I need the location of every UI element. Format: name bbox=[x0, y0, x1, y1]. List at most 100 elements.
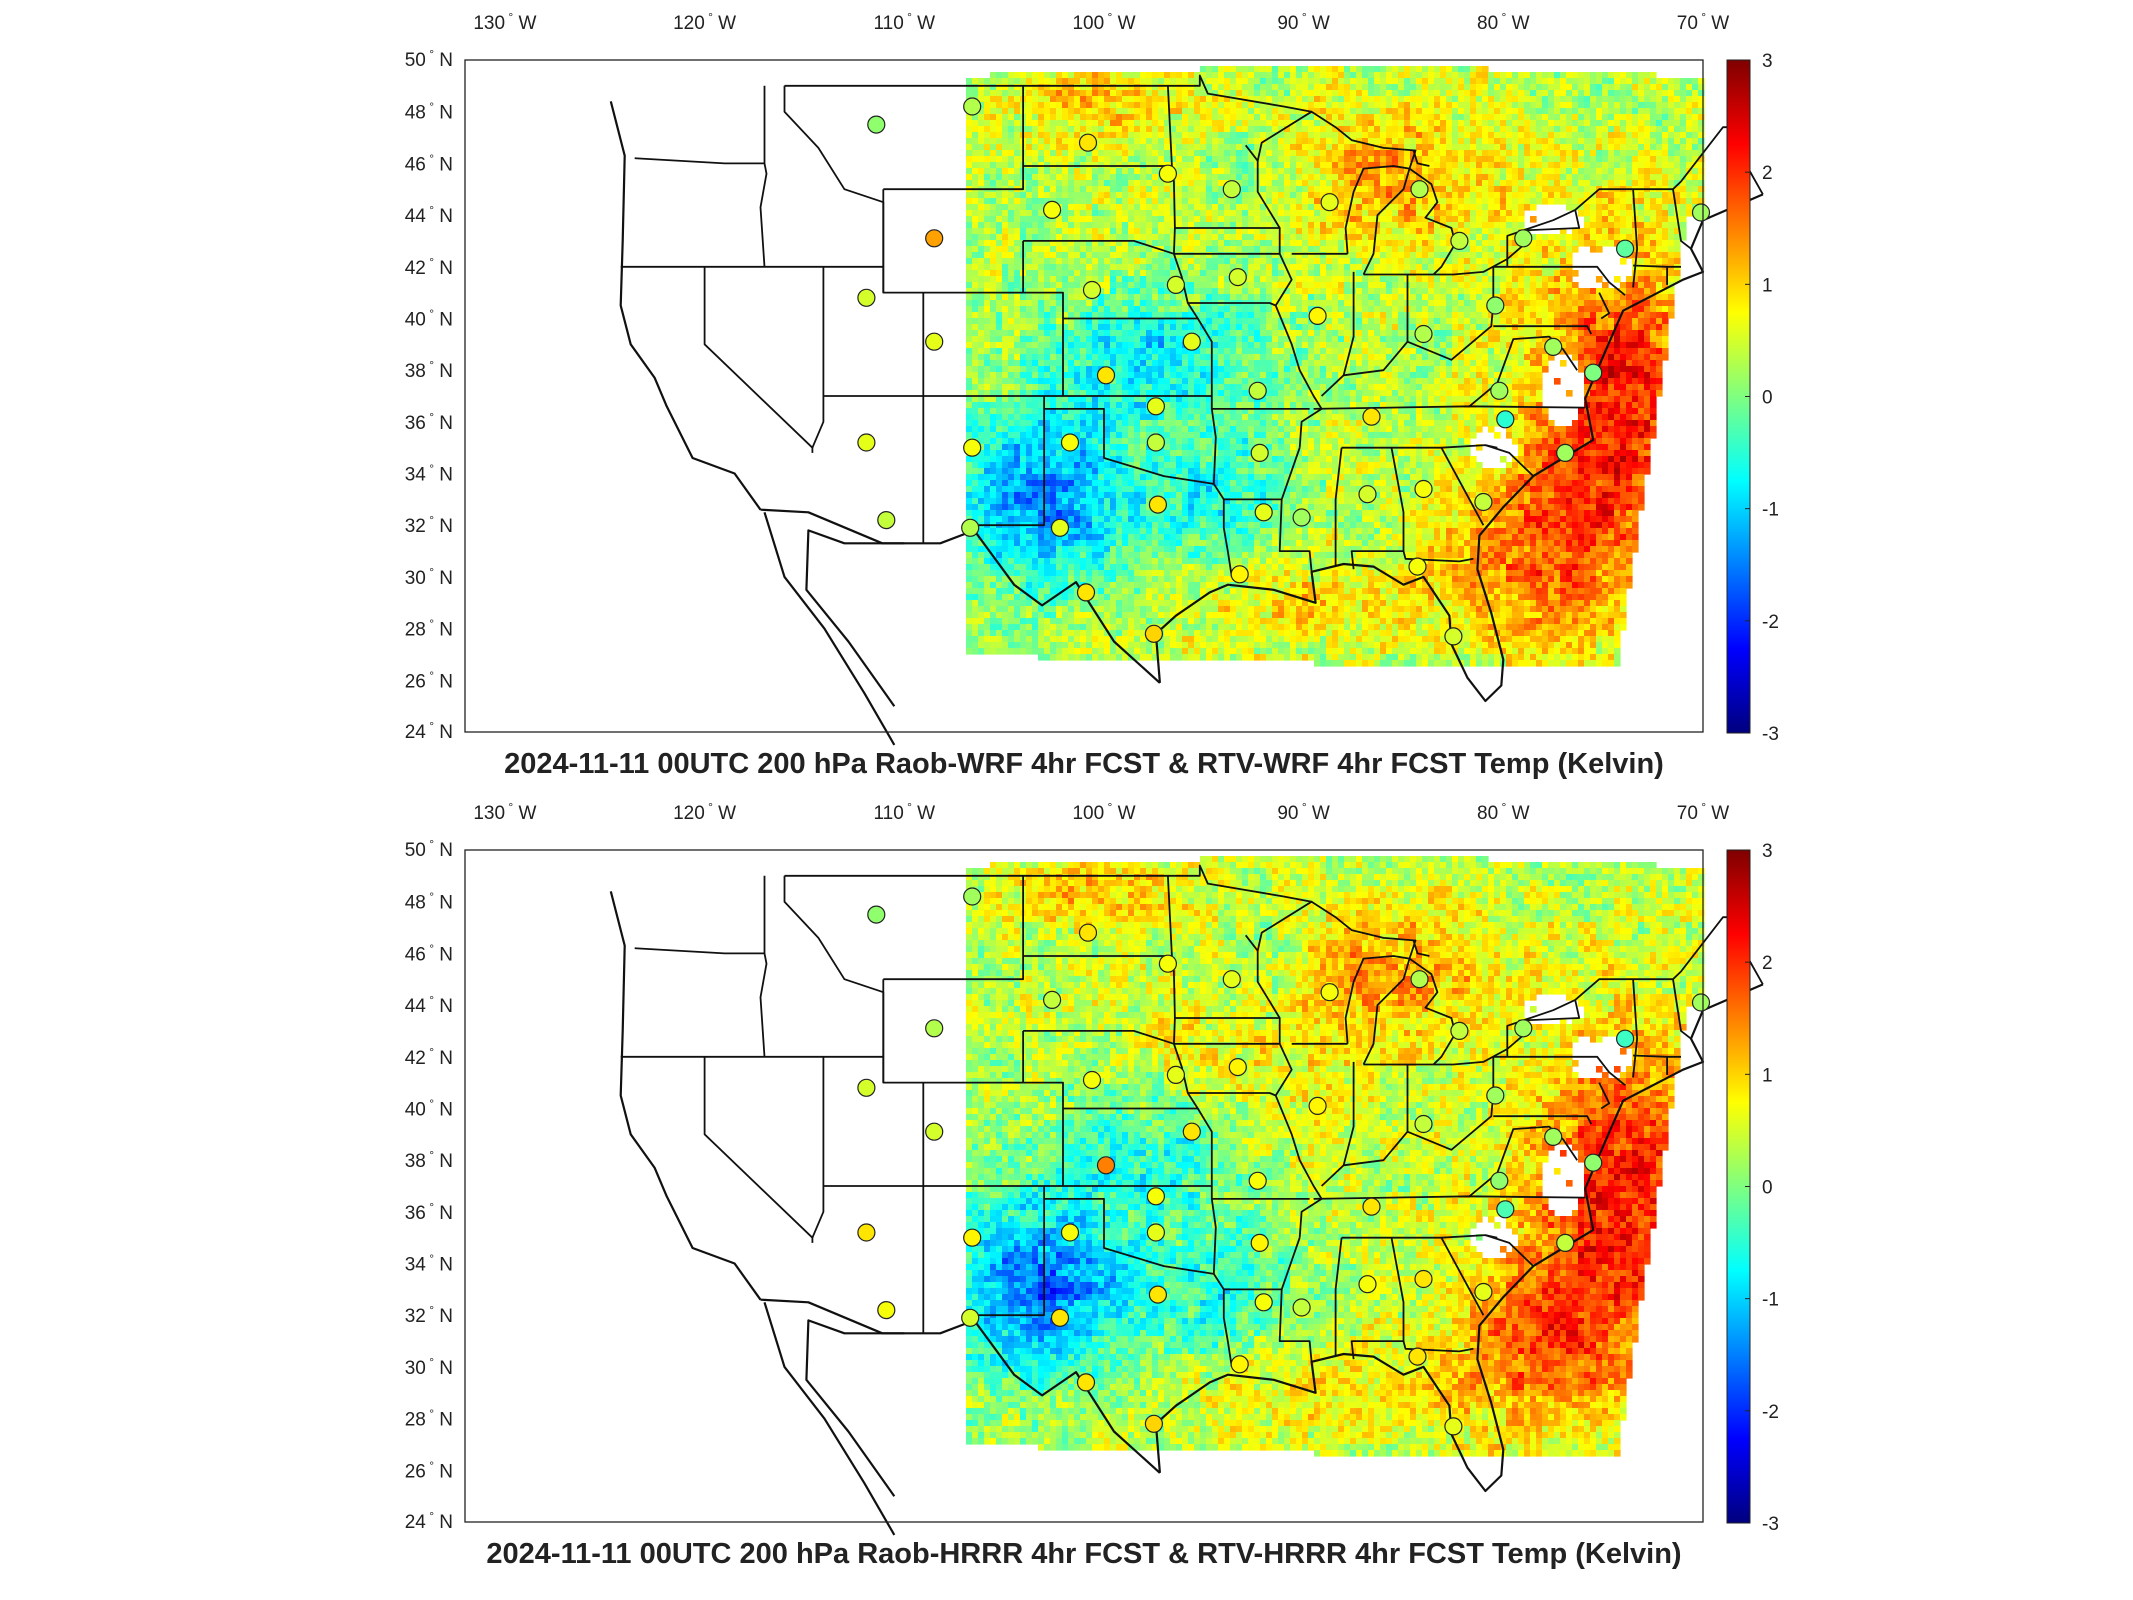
field-cell bbox=[1062, 312, 1069, 319]
field-cell bbox=[1158, 570, 1165, 577]
field-cell bbox=[1266, 246, 1273, 253]
field-cell bbox=[1026, 588, 1033, 595]
field-cell bbox=[1140, 108, 1147, 115]
field-cell bbox=[1266, 150, 1273, 157]
field-cell bbox=[1020, 228, 1027, 235]
field-cell bbox=[1254, 552, 1261, 559]
field-cell bbox=[1194, 636, 1201, 643]
field-cell bbox=[1038, 654, 1045, 661]
field-cell bbox=[1128, 588, 1135, 595]
field-cell bbox=[1074, 612, 1081, 619]
field-cell bbox=[1158, 102, 1165, 109]
field-cell bbox=[1020, 390, 1027, 397]
field-cell bbox=[1128, 138, 1135, 145]
field-cell bbox=[1206, 408, 1213, 415]
field-cell bbox=[1074, 198, 1081, 205]
field-cell bbox=[1026, 300, 1033, 307]
field-cell bbox=[1032, 492, 1039, 499]
field-cell bbox=[1224, 366, 1231, 373]
field-cell bbox=[1224, 138, 1231, 145]
field-cell bbox=[1242, 336, 1249, 343]
field-cell bbox=[1026, 468, 1033, 475]
field-cell bbox=[1164, 576, 1171, 583]
field-cell bbox=[1020, 618, 1027, 625]
field-cell bbox=[1014, 90, 1021, 97]
field-cell bbox=[1242, 462, 1249, 469]
field-cell bbox=[1002, 222, 1009, 229]
field-cell bbox=[1056, 534, 1063, 541]
field-cell bbox=[972, 240, 979, 247]
field-cell bbox=[1206, 444, 1213, 451]
field-cell bbox=[1188, 558, 1195, 565]
field-cell bbox=[1086, 516, 1093, 523]
field-cell bbox=[1218, 102, 1225, 109]
field-cell bbox=[1116, 588, 1123, 595]
field-cell bbox=[1242, 240, 1249, 247]
field-cell bbox=[1110, 78, 1117, 85]
field-cell bbox=[1032, 132, 1039, 139]
field-cell bbox=[1260, 552, 1267, 559]
field-cell bbox=[1176, 600, 1183, 607]
field-cell bbox=[1236, 264, 1243, 271]
field-cell bbox=[1254, 420, 1261, 427]
field-cell bbox=[1026, 462, 1033, 469]
field-cell bbox=[1188, 126, 1195, 133]
field-cell bbox=[978, 450, 985, 457]
field-cell bbox=[1140, 144, 1147, 151]
field-cell bbox=[1182, 516, 1189, 523]
field-cell bbox=[1092, 402, 1099, 409]
field-cell bbox=[1218, 168, 1225, 175]
field-cell bbox=[1032, 432, 1039, 439]
field-cell bbox=[1176, 114, 1183, 121]
field-cell bbox=[1242, 204, 1249, 211]
field-cell bbox=[984, 444, 991, 451]
field-cell bbox=[1062, 636, 1069, 643]
field-cell bbox=[984, 384, 991, 391]
field-cell bbox=[996, 462, 1003, 469]
field-cell bbox=[1128, 612, 1135, 619]
field-cell bbox=[1026, 516, 1033, 523]
field-cell bbox=[990, 210, 997, 217]
field-cell bbox=[1068, 78, 1075, 85]
field-cell bbox=[972, 552, 979, 559]
field-cell bbox=[1092, 378, 1099, 385]
field-cell bbox=[1032, 396, 1039, 403]
field-cell bbox=[978, 636, 985, 643]
field-cell bbox=[1236, 162, 1243, 169]
field-cell bbox=[1128, 606, 1135, 613]
field-cell bbox=[1164, 180, 1171, 187]
field-cell bbox=[1086, 612, 1093, 619]
field-cell bbox=[1236, 78, 1243, 85]
field-cell bbox=[1158, 330, 1165, 337]
field-cell bbox=[1062, 450, 1069, 457]
field-cell bbox=[1014, 606, 1021, 613]
field-cell bbox=[1176, 630, 1183, 637]
field-cell bbox=[1188, 162, 1195, 169]
field-cell bbox=[1188, 456, 1195, 463]
field-cell bbox=[1206, 306, 1213, 313]
field-cell bbox=[1074, 114, 1081, 121]
field-cell bbox=[1164, 72, 1171, 79]
field-cell bbox=[1002, 624, 1009, 631]
field-cell bbox=[1086, 570, 1093, 577]
field-cell bbox=[966, 204, 973, 211]
field-cell bbox=[1068, 540, 1075, 547]
field-cell bbox=[1050, 600, 1057, 607]
field-cell bbox=[966, 156, 973, 163]
field-cell bbox=[1218, 312, 1225, 319]
field-cell bbox=[1062, 618, 1069, 625]
field-cell bbox=[1266, 282, 1273, 289]
field-cell bbox=[1224, 324, 1231, 331]
field-cell bbox=[1044, 288, 1051, 295]
field-cell bbox=[1230, 450, 1237, 457]
field-cell bbox=[1218, 636, 1225, 643]
field-cell bbox=[1230, 174, 1237, 181]
field-cell bbox=[1212, 174, 1219, 181]
field-cell bbox=[1128, 264, 1135, 271]
field-cell bbox=[1110, 318, 1117, 325]
field-cell bbox=[1266, 468, 1273, 475]
field-cell bbox=[1206, 654, 1213, 661]
field-cell bbox=[1116, 480, 1123, 487]
field-cell bbox=[1104, 582, 1111, 589]
field-cell bbox=[978, 144, 985, 151]
